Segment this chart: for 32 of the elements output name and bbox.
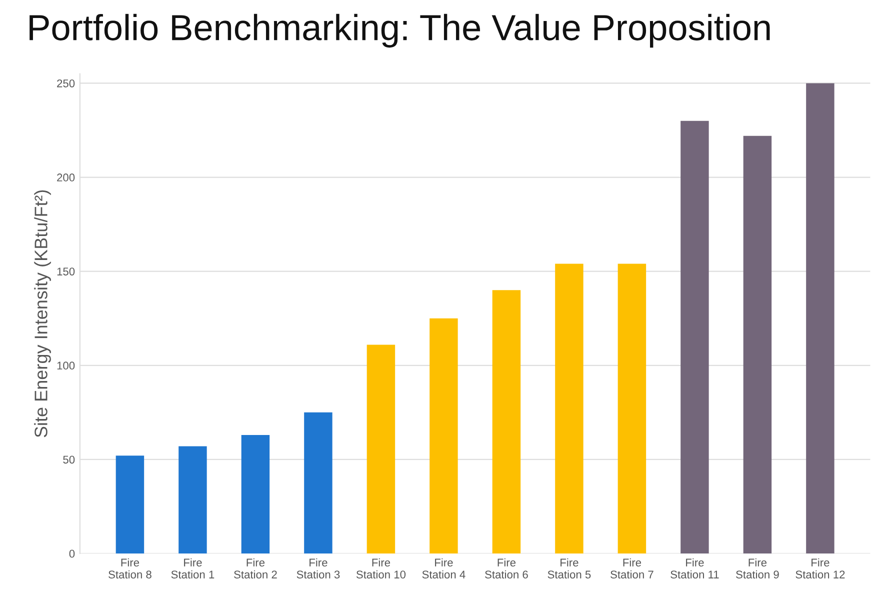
x-tick-label: Fire Station 11 <box>670 558 719 578</box>
x-tick-label: Fire Station 12 <box>796 558 845 578</box>
x-tick-label: Fire Station 8 <box>108 558 152 578</box>
x-tick-label: Fire Station 5 <box>548 558 591 578</box>
bar <box>304 412 332 554</box>
bar <box>430 318 458 554</box>
x-tick-label: Fire Station 2 <box>234 558 277 578</box>
bar <box>806 83 834 554</box>
y-tick-label: 250 <box>57 79 75 88</box>
y-axis-title: Site Energy Intensity (KBtu/Ft²) <box>34 190 51 438</box>
chart-title: Portfolio Benchmarking: The Value Proposition <box>30 14 770 48</box>
y-tick-label: 0 <box>69 550 75 558</box>
bar <box>492 290 521 554</box>
x-tick-label: Fire Station 4 <box>422 558 466 578</box>
bar <box>366 344 396 554</box>
x-tick-label: Fire Station 3 <box>296 558 340 578</box>
y-tick-label: 150 <box>57 268 75 276</box>
y-tick-label: 100 <box>57 362 75 370</box>
bar <box>555 264 584 554</box>
bar <box>116 456 144 554</box>
bar <box>680 120 709 554</box>
bar <box>178 446 207 554</box>
x-tick-label: Fire Station 6 <box>485 558 528 578</box>
y-tick-label: 50 <box>63 456 75 464</box>
bar <box>618 264 646 554</box>
y-tick-label: 200 <box>57 174 75 182</box>
x-tick-label: Fire Station 9 <box>736 558 779 578</box>
x-tick-label: Fire Station 7 <box>610 558 654 578</box>
bar <box>743 136 772 554</box>
bar <box>241 434 270 554</box>
x-tick-label: Fire Station 1 <box>171 558 214 578</box>
x-tick-label: Fire Station 10 <box>356 558 406 578</box>
